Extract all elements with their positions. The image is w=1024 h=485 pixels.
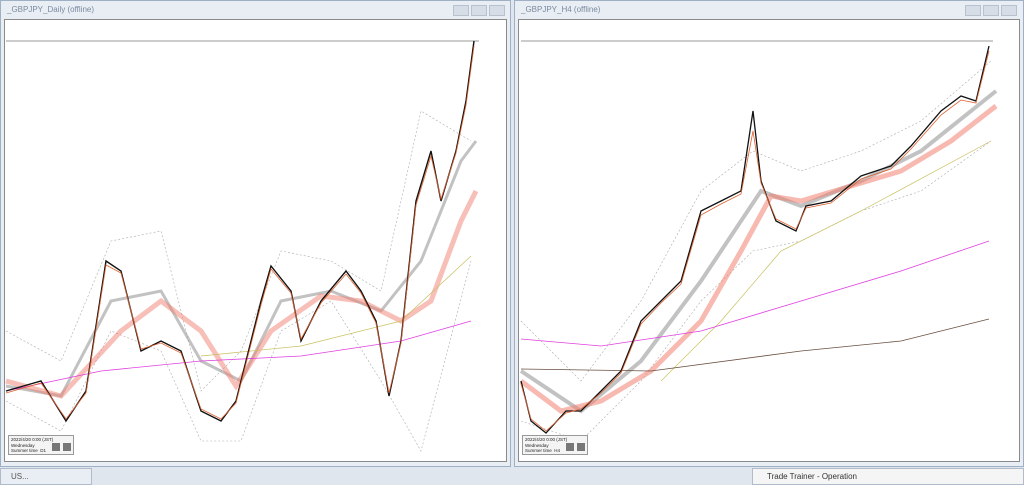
chart-window: _GBPJPY_H4 (offline) 2022/4/20 0:00 (JST…	[514, 0, 1024, 467]
next-button[interactable]	[577, 443, 585, 451]
info-season: Summer time	[525, 448, 552, 453]
window-title: _GBPJPY_H4 (offline)	[521, 5, 601, 14]
chart-drawing	[5, 40, 479, 452]
prev-button[interactable]	[566, 443, 574, 451]
prev-button[interactable]	[52, 443, 60, 451]
maximize-button[interactable]	[471, 5, 487, 16]
info-time: Summer time D1	[11, 448, 71, 454]
price-chart: 2022/4/20 0:00 (JST) Wednesday Summer ti…	[518, 19, 1020, 462]
app-window[interactable]: Trade Trainer - Operation	[752, 468, 1024, 485]
info-date: 2022/4/20 0:00 (JST)	[525, 437, 568, 442]
chart-window: _GBPJPY_Daily (offline) 2022/4/20 0:00 (…	[0, 0, 511, 467]
info-timeframe: D1	[40, 448, 47, 453]
chart-drawing	[519, 40, 998, 442]
title-bar: _GBPJPY_H4 (offline)	[515, 1, 1023, 19]
info-timeframe: H4	[554, 448, 561, 453]
next-button[interactable]	[63, 443, 71, 451]
price-chart: 2022/4/20 0:00 (JST) Wednesday Summer ti…	[4, 19, 507, 462]
minimize-button[interactable]	[965, 5, 981, 16]
title-bar: _GBPJPY_Daily (offline)	[1, 1, 510, 19]
app-window-title: Trade Trainer - Operation	[767, 472, 857, 481]
window-title: _GBPJPY_Daily (offline)	[7, 5, 94, 14]
info-weekday: Wednesday	[11, 442, 35, 448]
info-box: 2022/4/20 0:00 (JST) Wednesday Summer ti…	[522, 435, 588, 455]
info-time: Summer time H4	[525, 448, 585, 454]
minimize-button[interactable]	[453, 5, 469, 16]
info-box: 2022/4/20 0:00 (JST) Wednesday Summer ti…	[8, 435, 74, 455]
minimized-title: US...	[11, 472, 29, 481]
close-button[interactable]	[1001, 5, 1017, 16]
info-date: 2022/4/20 0:00 (JST)	[11, 437, 54, 442]
maximize-button[interactable]	[983, 5, 999, 16]
close-button[interactable]	[489, 5, 505, 16]
info-weekday: Wednesday	[525, 442, 549, 448]
info-season: Summer time	[11, 448, 38, 453]
minimized-window[interactable]: US...	[0, 468, 92, 485]
